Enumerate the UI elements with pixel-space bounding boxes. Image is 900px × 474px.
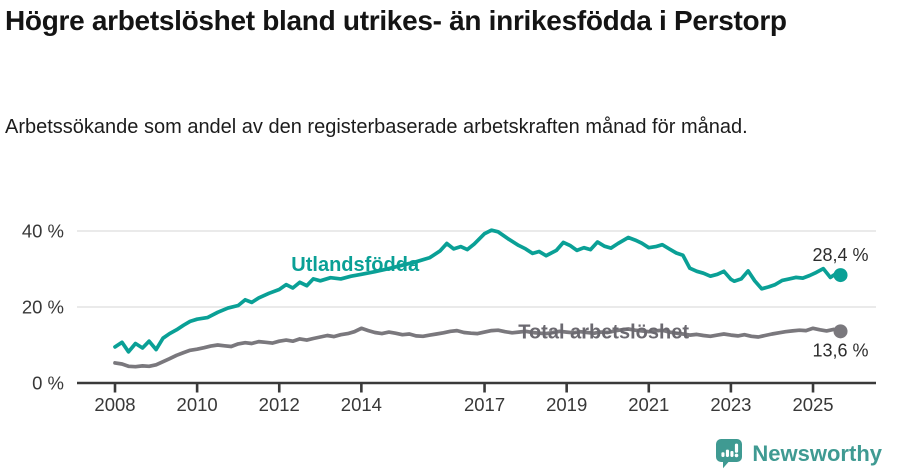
brand-footer: Newsworthy — [715, 438, 882, 469]
x-tick-label: 2019 — [546, 394, 587, 415]
series-end-dot-1 — [833, 268, 848, 283]
brand-name: Newsworthy — [752, 440, 882, 466]
series-label-0: Total arbetslöshet — [518, 321, 689, 343]
series-label-1: Utlandsfödda — [291, 254, 420, 276]
x-tick-label: 2010 — [177, 394, 218, 415]
end-value-annotation-0: 13,6 % — [812, 340, 868, 360]
series-line-1 — [113, 228, 843, 354]
x-tick-label: 2017 — [464, 394, 505, 415]
series-end-dot-0 — [833, 324, 848, 339]
newsworthy-logo-icon — [715, 438, 743, 469]
series-line-0 — [113, 326, 843, 369]
y-tick-label: 20 % — [22, 297, 64, 318]
x-tick-label: 2008 — [94, 394, 135, 415]
x-tick-label: 2012 — [259, 394, 300, 415]
chart-subtitle: Arbetssökande som andel av den registerb… — [5, 116, 748, 138]
x-tick-label: 2021 — [628, 394, 669, 415]
y-tick-label: 0 % — [32, 373, 64, 394]
chart-header: Högre arbetslöshet bland utrikes- än inr… — [5, 4, 865, 38]
x-tick-label: 2014 — [341, 394, 382, 415]
y-tick-label: 40 % — [22, 221, 64, 242]
chart-title: Högre arbetslöshet bland utrikes- än inr… — [5, 5, 787, 36]
x-tick-label: 2025 — [792, 394, 833, 415]
x-tick-label: 2023 — [710, 394, 751, 415]
end-value-annotation-1: 28,4 % — [812, 245, 868, 265]
